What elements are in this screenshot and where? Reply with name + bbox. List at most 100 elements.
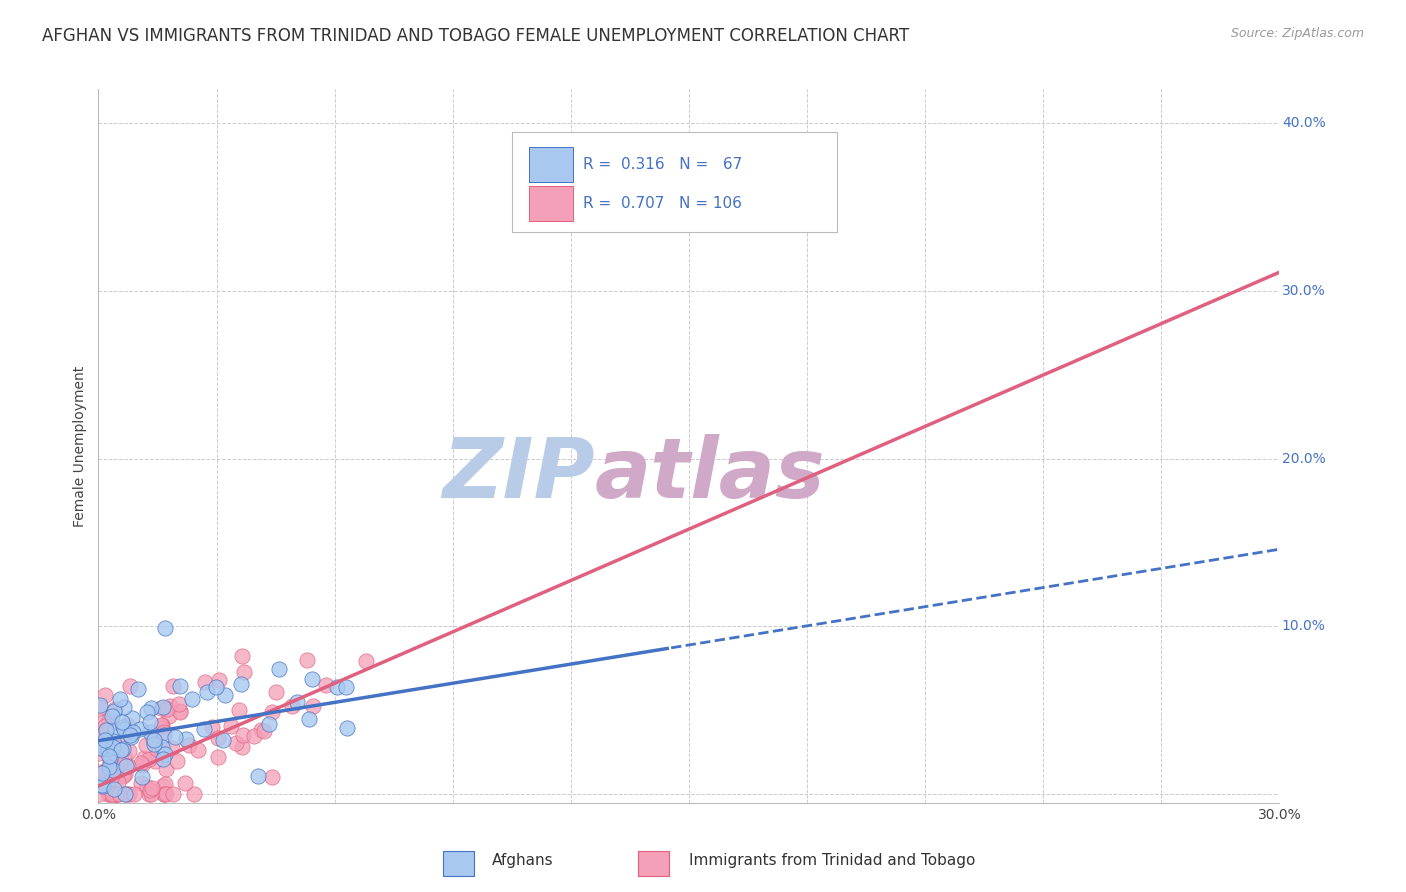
Point [166, 754, 188, 768]
Point [153, 777, 176, 791]
Point [167, 697, 190, 711]
Bar [638, 851, 669, 876]
Text: Immigrants from Trinidad and Tobago: Immigrants from Trinidad and Tobago [689, 854, 976, 868]
FancyBboxPatch shape [530, 186, 574, 221]
Point [152, 729, 174, 743]
Point [207, 731, 229, 745]
Point [100, 771, 122, 785]
Point [94, 763, 117, 777]
Point [98, 760, 121, 774]
Bar [443, 851, 474, 876]
Point [315, 678, 337, 692]
Point [101, 763, 124, 777]
Text: 40.0%: 40.0% [1282, 116, 1326, 129]
Point [162, 788, 184, 802]
Point [162, 740, 184, 755]
Point [228, 703, 250, 717]
Point [214, 688, 236, 702]
Point [104, 788, 127, 802]
Point [150, 721, 173, 735]
Point [207, 750, 229, 764]
Point [138, 724, 160, 739]
Point [301, 673, 323, 687]
Point [117, 758, 139, 772]
Point [94, 733, 117, 747]
Point [93, 688, 115, 702]
Point [231, 739, 253, 754]
Point [150, 718, 173, 732]
Point [232, 728, 254, 742]
Point [264, 685, 287, 699]
Point [101, 733, 124, 747]
Point [138, 752, 160, 766]
Point [89, 700, 111, 714]
Point [132, 751, 155, 765]
Point [118, 729, 141, 743]
Point [90, 724, 112, 739]
Point [326, 680, 349, 694]
Text: AFGHAN VS IMMIGRANTS FROM TRINIDAD AND TOBAGO FEMALE UNEMPLOYMENT CORRELATION CH: AFGHAN VS IMMIGRANTS FROM TRINIDAD AND T… [42, 27, 910, 45]
Point [150, 739, 173, 754]
Point [110, 756, 132, 770]
Point [204, 680, 226, 694]
Point [169, 705, 191, 719]
Point [100, 709, 122, 723]
Point [153, 747, 176, 761]
Point [101, 740, 124, 755]
Point [142, 732, 165, 747]
Point [131, 757, 153, 772]
Point [93, 715, 115, 730]
Point [98, 754, 121, 768]
Point [114, 788, 136, 802]
Point [155, 621, 177, 635]
Point [285, 695, 308, 709]
Point [94, 741, 117, 756]
Point [122, 725, 145, 739]
Point [180, 691, 202, 706]
Point [120, 731, 142, 745]
Point [193, 722, 215, 736]
Point [173, 776, 195, 790]
Text: 10.0%: 10.0% [1282, 620, 1326, 633]
FancyBboxPatch shape [512, 132, 837, 232]
Point [118, 788, 141, 802]
Point [139, 714, 162, 729]
Point [100, 738, 122, 752]
Point [129, 756, 152, 770]
Text: R =  0.707   N = 106: R = 0.707 N = 106 [582, 196, 741, 211]
Point [152, 788, 174, 802]
Point [91, 779, 114, 793]
Point [103, 704, 125, 718]
Point [128, 681, 150, 696]
Point [281, 698, 304, 713]
Text: ZIP: ZIP [441, 434, 595, 515]
Point [111, 715, 134, 730]
Point [354, 654, 377, 668]
Point [201, 720, 224, 734]
Point [301, 698, 323, 713]
Point [100, 741, 122, 756]
Point [150, 700, 173, 714]
Point [100, 788, 122, 802]
Point [225, 736, 247, 750]
Point [152, 700, 174, 714]
Point [232, 665, 254, 680]
Point [104, 788, 127, 802]
Point [98, 787, 121, 801]
Point [169, 704, 191, 718]
Text: 30.0%: 30.0% [1282, 284, 1326, 298]
Point [118, 744, 141, 758]
Point [97, 741, 120, 756]
Point [135, 706, 157, 720]
Text: Afghans: Afghans [492, 854, 554, 868]
Point [114, 751, 136, 765]
Point [111, 767, 134, 781]
Point [336, 721, 359, 735]
Point [105, 788, 128, 802]
Point [152, 780, 174, 794]
Point [295, 653, 318, 667]
FancyBboxPatch shape [530, 146, 574, 182]
Point [117, 788, 139, 802]
Point [212, 733, 235, 747]
Point [177, 738, 200, 752]
